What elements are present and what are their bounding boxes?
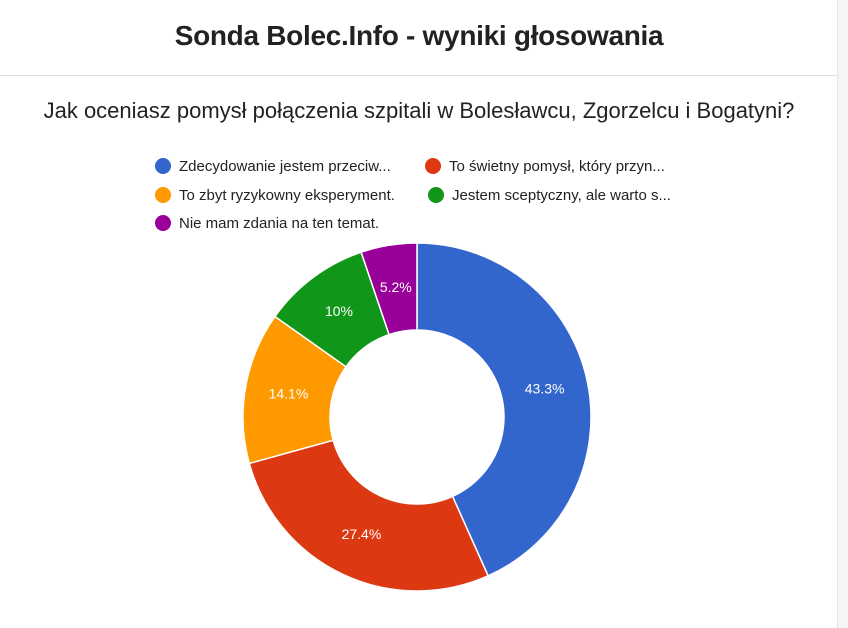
legend-label-2: To zbyt ryzykowny eksperyment. (179, 186, 395, 204)
legend-label-1: To świetny pomysł, który przyn... (449, 157, 665, 175)
legend-item-1[interactable]: To świetny pomysł, który przyn... (425, 156, 665, 176)
donut-slice-0[interactable] (416, 242, 592, 577)
legend-swatch-3 (428, 187, 444, 203)
legend-swatch-2 (155, 187, 171, 203)
legend-item-4[interactable]: Nie mam zdania na ten temat. (155, 213, 379, 233)
slice-label-0: 43.3% (525, 380, 565, 396)
chart-title: Jak oceniasz pomysł połączenia szpitali … (43, 98, 795, 123)
legend-label-4: Nie mam zdania na ten temat. (179, 214, 380, 232)
slice-label-2: 14.1% (269, 385, 309, 401)
donut-slice-4[interactable] (360, 242, 418, 336)
scrollbar-track[interactable] (837, 0, 848, 628)
donut-slice-2[interactable] (242, 315, 348, 465)
header: Sonda Bolec.Info - wyniki głosowania (0, 0, 838, 76)
legend-label-0: Zdecydowanie jestem przeciw... (179, 157, 391, 175)
donut-slice-1[interactable] (248, 439, 490, 592)
legend-label-3: Jestem sceptyczny, ale warto s... (452, 186, 671, 204)
slice-label-4: 5.2% (380, 279, 412, 295)
legend-item-0[interactable]: Zdecydowanie jestem przeciw... (155, 156, 391, 176)
legend-swatch-4 (155, 215, 171, 231)
legend-item-3[interactable]: Jestem sceptyczny, ale warto s... (428, 185, 671, 205)
page-title: Sonda Bolec.Info - wyniki głosowania (174, 20, 664, 51)
legend-swatch-1 (425, 158, 441, 174)
slice-label-1: 27.4% (342, 526, 382, 542)
legend-swatch-0 (155, 158, 171, 174)
legend-item-2[interactable]: To zbyt ryzykowny eksperyment. (155, 185, 395, 205)
slice-label-3: 10% (325, 303, 353, 319)
